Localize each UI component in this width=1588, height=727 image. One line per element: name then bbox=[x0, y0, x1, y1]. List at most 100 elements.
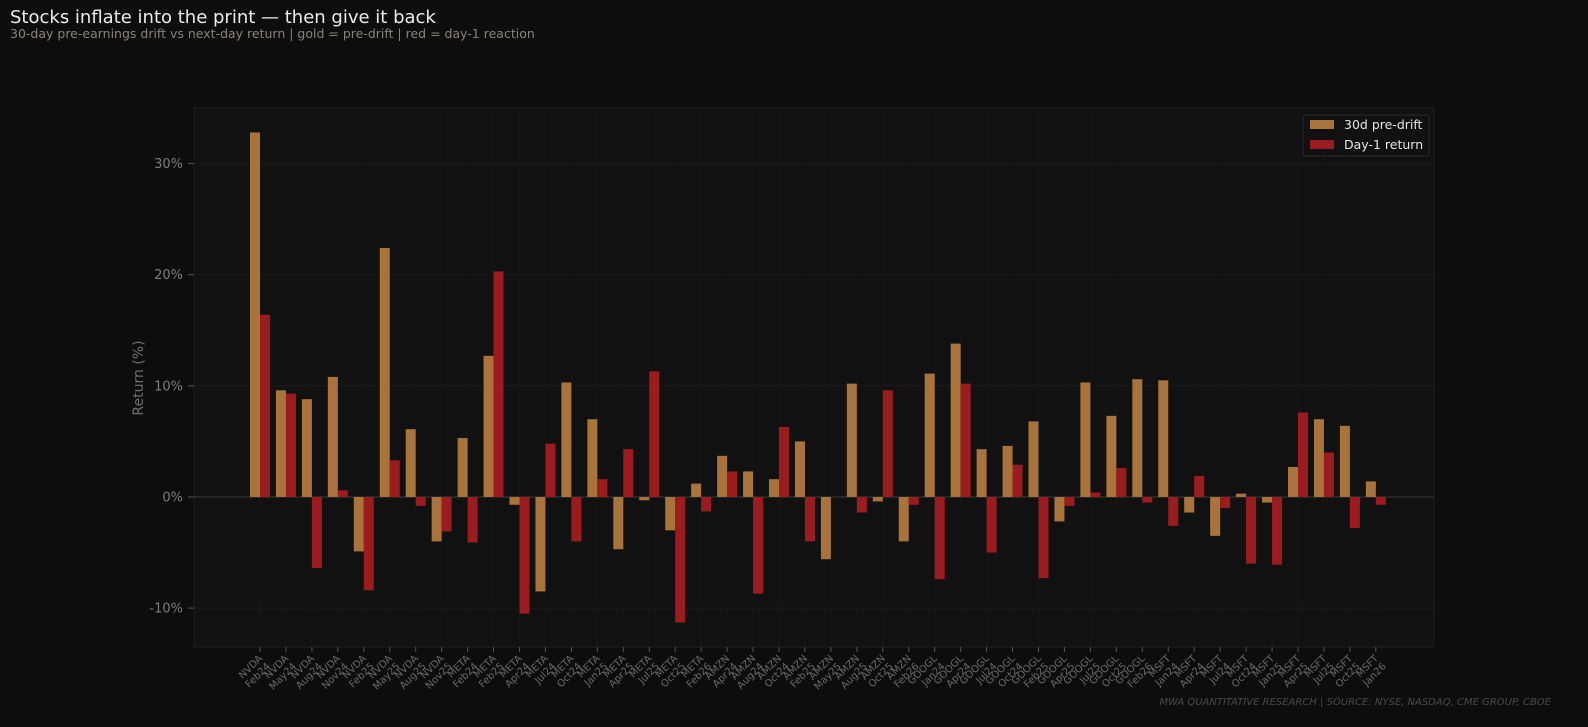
bar-day1 bbox=[1375, 496, 1386, 505]
chart-subtitle: 30-day pre-earnings drift vs next-day re… bbox=[10, 26, 535, 41]
bar-day1 bbox=[908, 496, 919, 505]
bar-pre-drift bbox=[639, 496, 650, 501]
x-tick-label: MSFTJan26 bbox=[1353, 653, 1390, 690]
bar-pre-drift bbox=[275, 390, 286, 497]
bar-pre-drift bbox=[794, 441, 805, 497]
bar-day1 bbox=[363, 496, 374, 591]
bar-day1 bbox=[337, 490, 348, 497]
bar-pre-drift bbox=[1262, 496, 1273, 503]
bar-pre-drift bbox=[1002, 445, 1013, 497]
bar-day1 bbox=[623, 449, 634, 497]
bar-day1 bbox=[389, 460, 400, 497]
bar-pre-drift bbox=[1132, 379, 1143, 497]
bar-day1 bbox=[1064, 496, 1075, 506]
bar-day1 bbox=[493, 271, 504, 497]
bar-pre-drift bbox=[457, 438, 468, 497]
bar-pre-drift bbox=[1184, 496, 1195, 513]
chart-title: Stocks inflate into the print — then giv… bbox=[10, 7, 436, 28]
bar-pre-drift bbox=[743, 471, 754, 497]
bar-day1 bbox=[545, 443, 556, 497]
bar-pre-drift bbox=[1313, 419, 1324, 497]
bar-day1 bbox=[1323, 452, 1334, 497]
bar-pre-drift bbox=[405, 429, 416, 497]
bar-pre-drift bbox=[353, 496, 364, 552]
bar-day1 bbox=[934, 496, 945, 580]
legend-swatch-day1 bbox=[1310, 140, 1334, 149]
bar-day1 bbox=[1298, 412, 1308, 497]
bars bbox=[250, 132, 1386, 623]
legend-swatch-pre-drift bbox=[1310, 120, 1334, 129]
bar-pre-drift bbox=[872, 496, 883, 502]
legend: 30d pre-drift Day-1 return bbox=[1302, 114, 1430, 157]
bar-day1 bbox=[649, 371, 660, 497]
bar-pre-drift bbox=[1236, 493, 1247, 497]
y-tick-label: 20% bbox=[154, 268, 183, 283]
bar-pre-drift bbox=[587, 419, 598, 497]
bar-day1 bbox=[1142, 496, 1153, 503]
bar-pre-drift bbox=[665, 496, 676, 531]
legend-label-pre-drift: 30d pre-drift bbox=[1344, 117, 1423, 132]
bar-day1 bbox=[675, 496, 686, 623]
bar-day1 bbox=[1012, 464, 1023, 497]
bar-day1 bbox=[415, 496, 426, 506]
y-axis-label: Return (%) bbox=[131, 340, 147, 415]
bar-day1 bbox=[1168, 496, 1179, 526]
bar-pre-drift bbox=[976, 449, 987, 497]
legend-box bbox=[1302, 114, 1430, 157]
bar-pre-drift bbox=[1288, 466, 1298, 497]
bar-day1 bbox=[1038, 496, 1049, 579]
x-axis-labels: NVDAFeb24NVDAMay24NVDAAug24NVDANov24NVDA… bbox=[237, 647, 1390, 693]
bar-pre-drift bbox=[820, 496, 831, 560]
bar-pre-drift bbox=[1365, 481, 1376, 497]
bar-pre-drift bbox=[301, 399, 312, 497]
bar-day1 bbox=[1272, 496, 1283, 565]
bar-pre-drift bbox=[846, 383, 857, 497]
bar-day1 bbox=[260, 314, 270, 497]
bar-pre-drift bbox=[1106, 415, 1117, 497]
bar-pre-drift bbox=[483, 355, 494, 497]
bar-pre-drift bbox=[1080, 382, 1091, 497]
source-footer: MWA QUANTITATIVE RESEARCH | SOURCE: NYSE… bbox=[1159, 697, 1551, 708]
bar-day1 bbox=[1116, 468, 1127, 497]
bar-pre-drift bbox=[431, 496, 442, 542]
bar-day1 bbox=[753, 496, 764, 594]
bar-day1 bbox=[467, 496, 478, 543]
y-axis-ticks: -10% 0% 10% 20% 30% bbox=[149, 157, 194, 617]
bar-pre-drift bbox=[613, 496, 624, 550]
bar-pre-drift bbox=[924, 373, 935, 497]
bar-day1 bbox=[1349, 496, 1360, 529]
bar-pre-drift bbox=[1210, 496, 1221, 536]
legend-label-day1: Day-1 return bbox=[1344, 137, 1423, 152]
bar-pre-drift bbox=[691, 483, 702, 497]
y-tick-label: 10% bbox=[154, 379, 183, 394]
bar-pre-drift bbox=[717, 455, 728, 497]
bar-day1 bbox=[441, 496, 452, 532]
bar-day1 bbox=[1220, 496, 1231, 509]
bar-day1 bbox=[856, 496, 867, 513]
bar-day1 bbox=[519, 496, 530, 614]
y-tick-label: 30% bbox=[154, 157, 183, 172]
plot-area bbox=[193, 107, 1435, 648]
bar-pre-drift bbox=[327, 376, 338, 497]
bar-pre-drift bbox=[535, 496, 546, 592]
bar-pre-drift bbox=[1028, 421, 1039, 497]
bar-pre-drift bbox=[379, 248, 390, 497]
bar-pre-drift bbox=[769, 479, 779, 497]
bar-pre-drift bbox=[1158, 380, 1169, 497]
bar-day1 bbox=[804, 496, 815, 542]
bar-day1 bbox=[779, 426, 789, 497]
bar-pre-drift bbox=[898, 496, 909, 542]
bar-day1 bbox=[960, 383, 971, 497]
bar-day1 bbox=[597, 479, 608, 497]
bar-pre-drift bbox=[561, 382, 572, 497]
bar-day1 bbox=[727, 471, 738, 497]
bar-day1 bbox=[285, 393, 296, 497]
bar-day1 bbox=[701, 496, 712, 512]
bar-pre-drift bbox=[950, 343, 961, 497]
bar-pre-drift bbox=[1054, 496, 1065, 522]
y-tick-label: -10% bbox=[149, 602, 183, 617]
y-tick-label: 0% bbox=[162, 490, 183, 505]
bar-day1 bbox=[311, 496, 322, 569]
bar-pre-drift bbox=[1339, 425, 1350, 497]
